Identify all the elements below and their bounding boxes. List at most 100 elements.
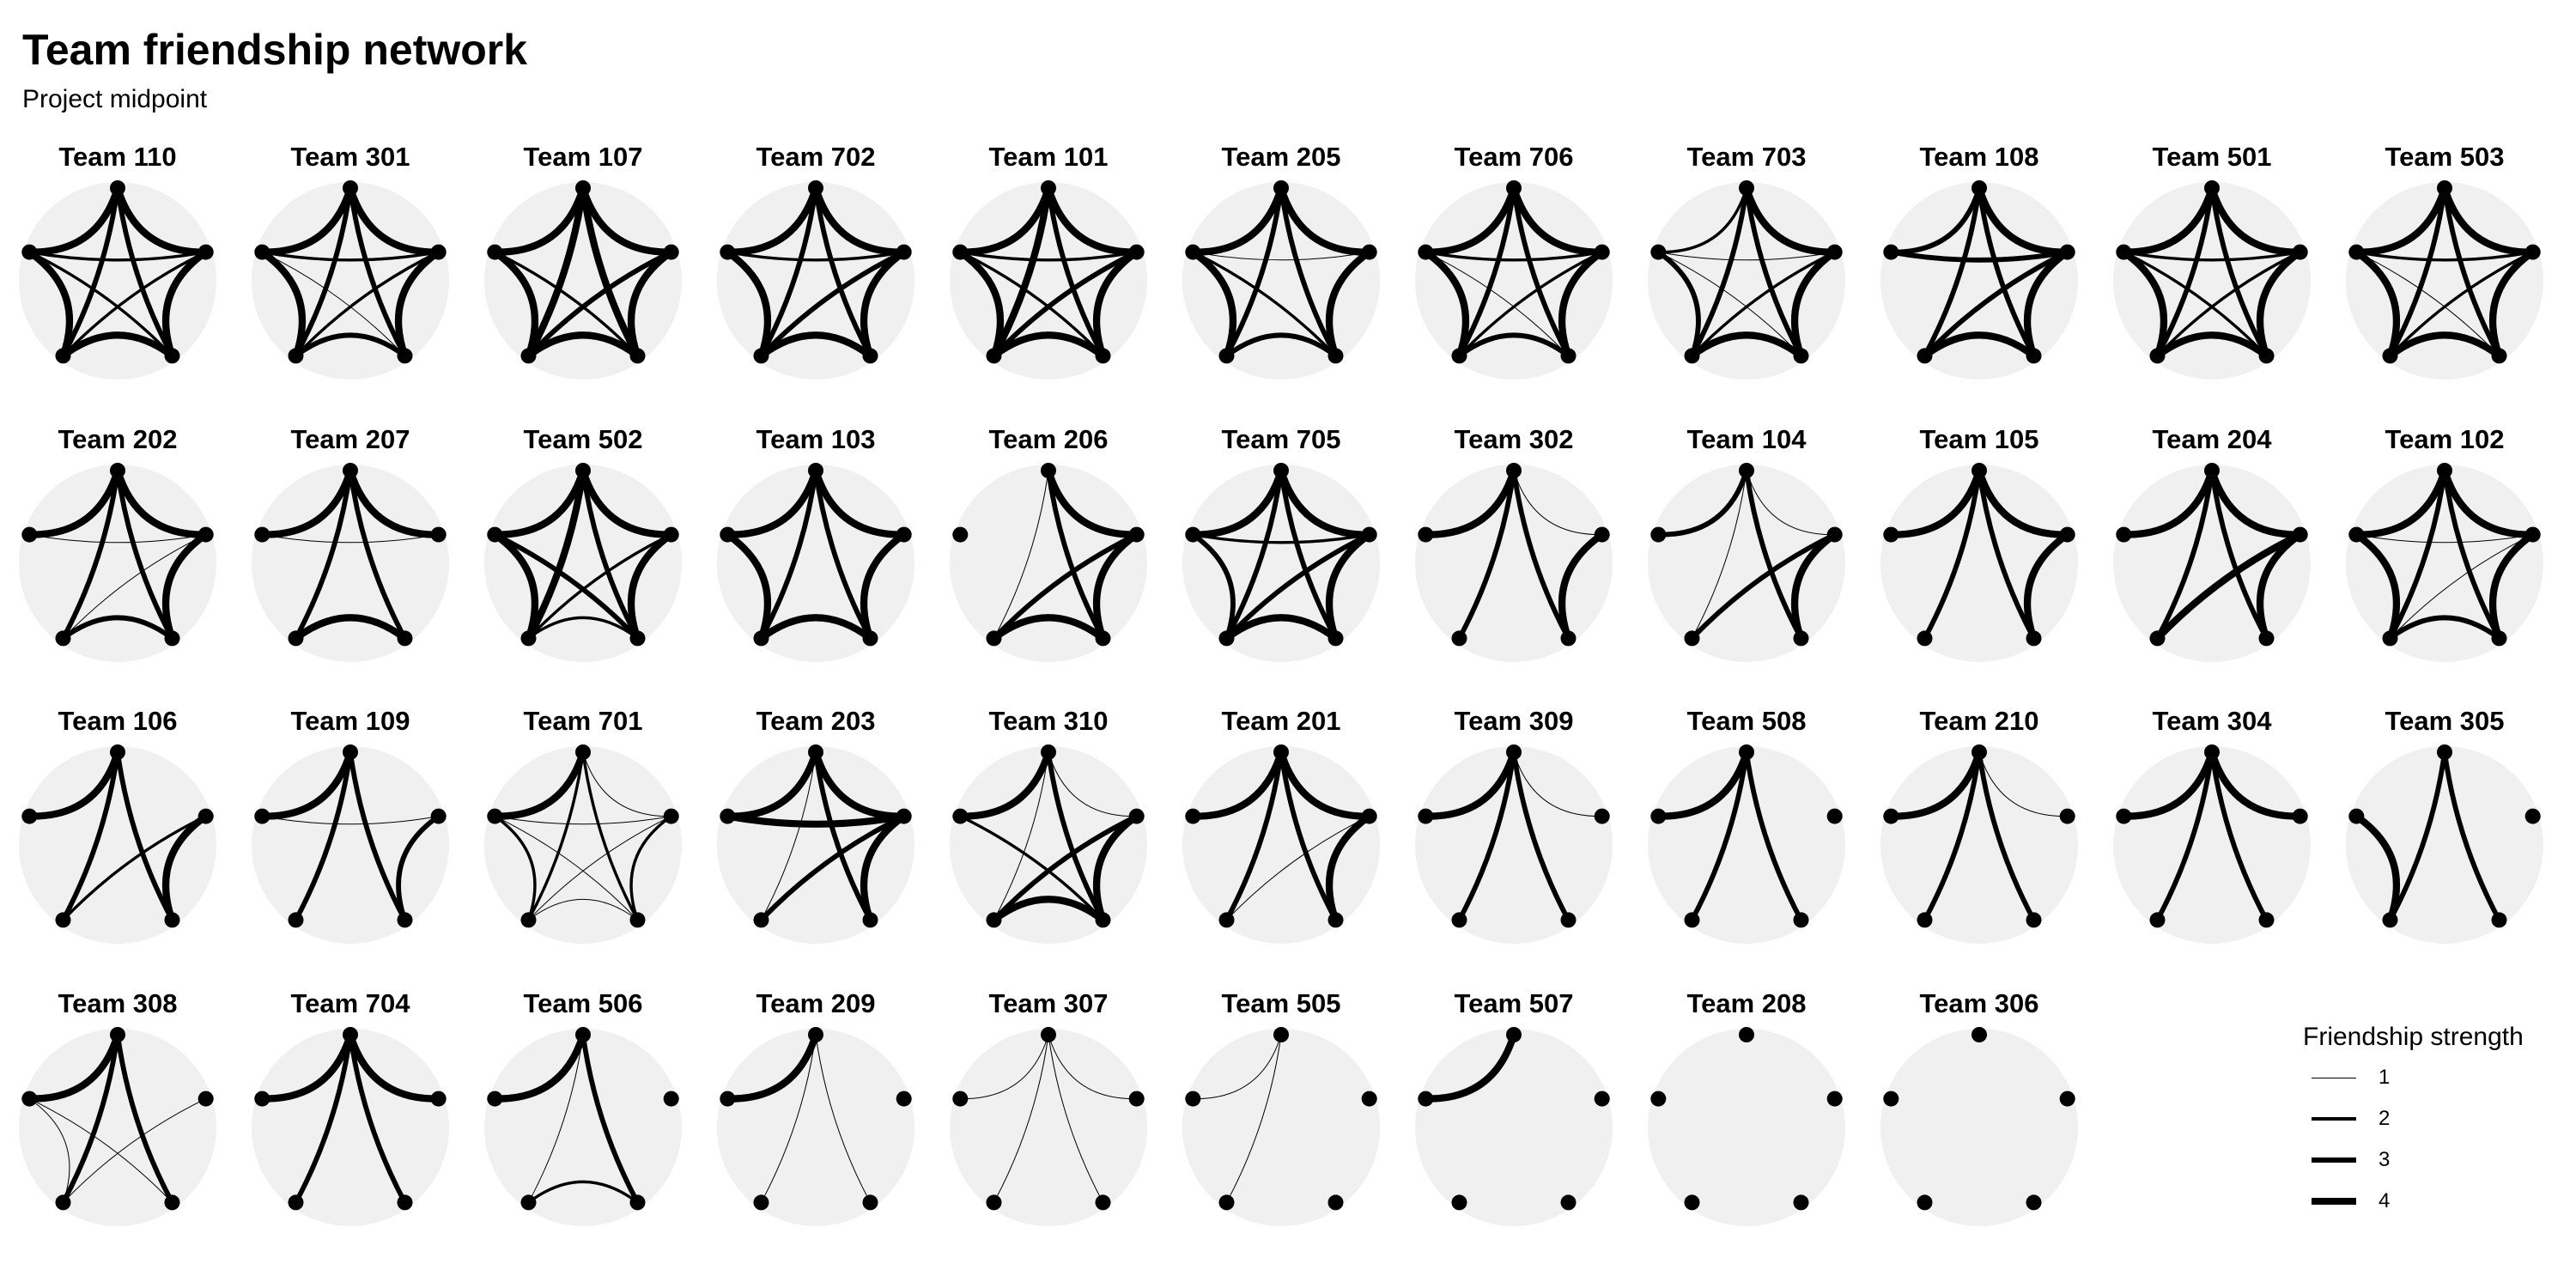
member-node	[862, 912, 878, 928]
member-node	[1684, 1194, 1700, 1210]
member-node	[952, 526, 969, 543]
member-node	[1273, 744, 1289, 760]
friendship-edge	[1189, 466, 1285, 538]
member-node	[110, 462, 125, 478]
member-node	[862, 1194, 878, 1210]
member-node	[663, 1091, 679, 1107]
team-title: Team 110	[58, 142, 177, 172]
team-panel: Team 106	[15, 706, 221, 963]
team-title: Team 302	[1454, 423, 1574, 454]
member-node	[753, 629, 769, 646]
member-node	[2382, 629, 2398, 646]
member-node	[2026, 348, 2042, 364]
legend-item: 4	[2312, 1188, 2483, 1214]
friendship-edge	[991, 813, 1139, 923]
member-node	[1826, 1091, 1843, 1107]
member-node	[2258, 912, 2275, 928]
member-node	[2026, 629, 2042, 646]
friendship-edge	[2209, 185, 2269, 359]
friendship-edge	[993, 751, 1049, 920]
team-panel: Team 107	[480, 142, 686, 399]
member-node	[1826, 526, 1843, 543]
team-network	[252, 180, 449, 380]
panel-background-disc	[484, 746, 682, 944]
friendship-edge	[1422, 748, 1518, 820]
member-node	[1041, 1026, 1056, 1042]
team-network	[717, 462, 914, 662]
friendship-edge	[2388, 250, 2535, 358]
team-network	[484, 180, 682, 380]
friendship-edge	[1921, 331, 2038, 360]
team-panel: Team 506	[480, 988, 686, 1246]
member-node	[1361, 808, 1377, 824]
team-panel: Team 505	[1178, 988, 1384, 1246]
member-node	[753, 912, 769, 928]
friendship-edge	[1977, 185, 2037, 359]
panel-background-disc	[1415, 1028, 1613, 1226]
friendship-edge	[528, 1034, 584, 1203]
friendship-edge	[1456, 750, 1516, 923]
friendship-edge	[2442, 750, 2502, 923]
team-network	[252, 462, 449, 662]
member-node	[1971, 180, 1987, 196]
member-node	[1327, 348, 1344, 364]
panel-background-disc	[2113, 464, 2311, 662]
member-node	[2524, 244, 2541, 260]
member-node	[164, 912, 180, 928]
friendship-edge	[580, 467, 641, 641]
member-node	[2292, 526, 2308, 543]
friendship-edge	[2120, 184, 2216, 256]
member-node	[2149, 912, 2166, 928]
friendship-edge	[2256, 248, 2304, 360]
team-panel: Team 308	[15, 988, 221, 1246]
team-panel: Team 207	[247, 424, 453, 682]
panel-background-disc	[2346, 464, 2543, 662]
friendship-edge	[2387, 467, 2447, 641]
member-node	[2491, 629, 2507, 646]
member-node	[1650, 526, 1667, 543]
team-network	[1880, 744, 2078, 944]
member-node	[808, 462, 823, 478]
legend-label: 1	[2379, 1066, 2391, 1089]
team-panel: Team 305	[2342, 706, 2548, 963]
friendship-edge	[2120, 748, 2216, 820]
panel-background-disc	[484, 182, 682, 380]
friendship-edge	[2488, 531, 2537, 641]
team-title: Team 308	[58, 987, 178, 1018]
team-network	[950, 744, 1147, 944]
member-node	[1095, 912, 1111, 928]
team-network	[717, 180, 914, 380]
member-node	[1095, 629, 1111, 646]
friendship-edge	[261, 252, 405, 356]
member-node	[1506, 1026, 1522, 1042]
friendship-edge	[1689, 532, 1838, 641]
team-title: Team 506	[523, 987, 643, 1018]
panel-background-disc	[19, 1028, 216, 1226]
member-node	[1218, 348, 1235, 364]
friendship-edge	[1456, 332, 1571, 359]
member-node	[2437, 180, 2452, 196]
team-title: Team 105	[1919, 423, 2039, 454]
member-node	[288, 912, 304, 928]
team-title: Team 306	[1919, 987, 2039, 1018]
friendship-edge	[2353, 531, 2401, 641]
panel-background-disc	[717, 1028, 914, 1226]
friendship-edge	[2154, 331, 2270, 360]
friendship-edge	[526, 1180, 640, 1204]
friendship-edge	[1922, 185, 1982, 359]
friendship-edge	[26, 1030, 122, 1103]
friendship-edge	[1325, 812, 1373, 924]
member-node	[2491, 348, 2507, 364]
team-network	[1182, 1026, 1380, 1226]
member-node	[720, 526, 736, 543]
member-node	[663, 244, 679, 260]
friendship-edge	[2155, 250, 2302, 358]
member-node	[629, 629, 646, 646]
friendship-edge	[258, 248, 307, 360]
member-node	[430, 1091, 447, 1107]
friendship-edge	[528, 898, 638, 920]
panel-background-disc	[950, 746, 1147, 944]
chart-subtitle: Project midpoint	[22, 85, 208, 113]
team-panel: Team 306	[1876, 988, 2082, 1246]
